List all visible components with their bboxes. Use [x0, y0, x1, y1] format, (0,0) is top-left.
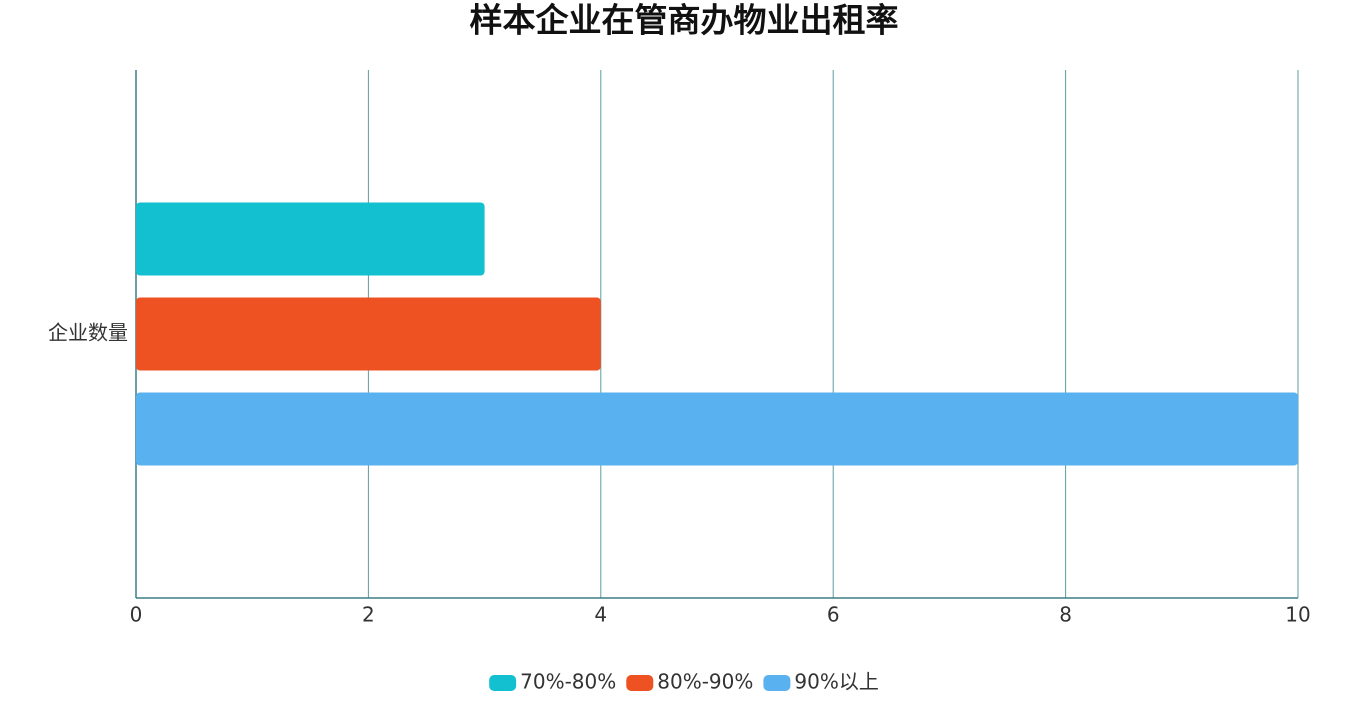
- legend-label: 80%-90%: [657, 670, 753, 694]
- x-tick-label: 2: [362, 603, 375, 627]
- y-tick-label: 企业数量: [48, 321, 128, 345]
- bar: [136, 202, 485, 276]
- x-tick-label: 8: [1059, 603, 1072, 627]
- bar: [136, 392, 1298, 466]
- x-tick-label: 6: [827, 603, 840, 627]
- legend-label: 90%以上: [794, 670, 878, 694]
- x-tick-label: 0: [130, 603, 143, 627]
- chart-title: 样本企业在管商办物业出租率: [470, 1, 899, 40]
- legend-label: 70%-80%: [520, 670, 616, 694]
- legend-swatch: [763, 675, 791, 691]
- x-tick-label: 4: [594, 603, 607, 627]
- x-tick-label: 10: [1285, 603, 1310, 627]
- bar: [136, 297, 601, 371]
- legend-swatch: [626, 675, 654, 691]
- legend-swatch: [489, 675, 517, 691]
